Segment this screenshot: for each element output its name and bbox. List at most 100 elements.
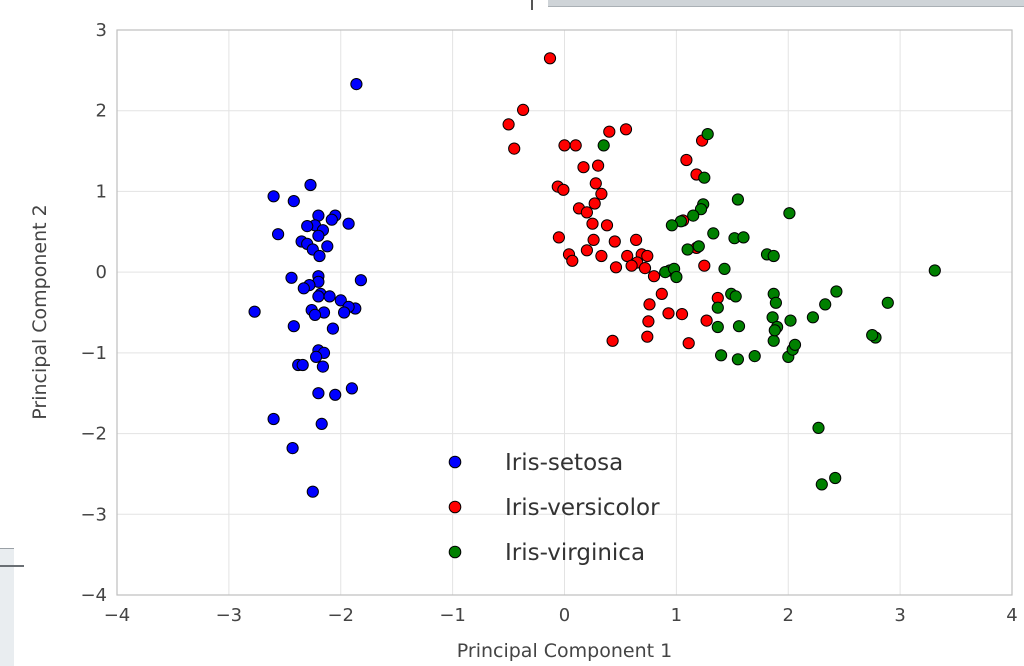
data-point bbox=[326, 322, 339, 335]
data-point bbox=[815, 478, 828, 491]
y-tick-label: 0 bbox=[96, 262, 107, 283]
data-point bbox=[315, 417, 328, 430]
data-point bbox=[681, 243, 694, 256]
data-point bbox=[715, 349, 728, 362]
data-point bbox=[606, 334, 619, 347]
data-point bbox=[731, 193, 745, 206]
data-point bbox=[595, 249, 608, 263]
data-point bbox=[248, 305, 261, 318]
data-point bbox=[732, 320, 746, 333]
x-tick-label: −2 bbox=[327, 605, 354, 626]
data-point bbox=[694, 203, 708, 216]
data-point bbox=[569, 139, 582, 152]
data-point bbox=[643, 298, 656, 311]
background-divider bbox=[0, 565, 24, 567]
data-point bbox=[675, 308, 689, 321]
data-point bbox=[737, 231, 750, 244]
data-point bbox=[881, 296, 894, 309]
y-tick-label: −1 bbox=[80, 343, 107, 364]
data-point bbox=[595, 187, 608, 200]
x-axis-label: Principal Component 1 bbox=[457, 640, 672, 662]
data-point bbox=[321, 240, 334, 253]
data-point bbox=[557, 183, 570, 196]
legend: Iris-setosa Iris-versicolor Iris-virgini… bbox=[448, 450, 660, 566]
data-point bbox=[642, 315, 655, 328]
data-point bbox=[812, 421, 825, 434]
data-point bbox=[647, 270, 661, 283]
data-point bbox=[592, 159, 605, 172]
data-point bbox=[625, 259, 638, 272]
data-point bbox=[508, 142, 521, 155]
data-point bbox=[731, 353, 745, 366]
legend-marker-versicolor bbox=[448, 500, 462, 514]
data-point bbox=[286, 442, 299, 455]
data-point bbox=[543, 52, 557, 65]
data-point bbox=[641, 249, 654, 263]
x-tick-label: 4 bbox=[1006, 605, 1017, 626]
legend-label-setosa: Iris-setosa bbox=[505, 450, 623, 476]
data-point bbox=[711, 320, 724, 334]
data-point bbox=[342, 217, 355, 230]
data-point bbox=[312, 229, 325, 242]
plot-frame bbox=[116, 29, 1013, 596]
data-point bbox=[768, 324, 781, 337]
data-point bbox=[566, 254, 579, 267]
data-point bbox=[711, 301, 724, 314]
data-point bbox=[580, 206, 594, 219]
data-point bbox=[334, 294, 347, 307]
data-point bbox=[866, 329, 879, 342]
y-tick-label: −4 bbox=[80, 585, 107, 606]
data-point bbox=[830, 285, 843, 298]
data-point bbox=[312, 290, 325, 303]
data-point bbox=[577, 161, 590, 174]
data-point bbox=[316, 360, 329, 373]
data-point bbox=[586, 217, 599, 230]
data-point bbox=[345, 382, 358, 395]
series-2 bbox=[597, 128, 941, 491]
data-point bbox=[313, 249, 326, 263]
data-point bbox=[609, 261, 623, 274]
data-point bbox=[680, 153, 693, 167]
data-point bbox=[589, 177, 602, 190]
data-point bbox=[272, 228, 285, 241]
data-point bbox=[784, 314, 797, 327]
background-panel bbox=[0, 548, 14, 666]
data-point bbox=[267, 190, 280, 203]
y-tick-label: 1 bbox=[96, 181, 107, 202]
data-point bbox=[608, 235, 621, 248]
data-point bbox=[806, 311, 820, 324]
data-point bbox=[769, 296, 783, 309]
data-point bbox=[829, 471, 842, 485]
data-point bbox=[928, 264, 941, 277]
data-point bbox=[597, 139, 610, 152]
data-point bbox=[819, 298, 832, 311]
data-point bbox=[301, 220, 314, 233]
data-point bbox=[350, 78, 363, 91]
x-tick-label: 3 bbox=[894, 605, 905, 626]
data-point bbox=[502, 118, 515, 131]
data-point bbox=[698, 171, 711, 184]
x-tick-label: 0 bbox=[559, 605, 570, 626]
grid bbox=[117, 30, 1012, 595]
data-point bbox=[600, 219, 614, 232]
data-point bbox=[329, 388, 342, 401]
legend-marker-setosa bbox=[448, 455, 462, 469]
data-point bbox=[641, 330, 654, 343]
data-point bbox=[748, 350, 761, 363]
background-window-tick bbox=[531, 0, 533, 10]
data-point bbox=[296, 358, 309, 372]
legend-label-virginica: Iris-virginica bbox=[505, 540, 645, 566]
data-point bbox=[587, 233, 600, 246]
y-tick-label: −2 bbox=[80, 424, 107, 445]
data-point bbox=[707, 227, 720, 240]
data-point bbox=[692, 240, 705, 253]
series-0 bbox=[248, 78, 367, 498]
y-tick-label: 3 bbox=[96, 20, 107, 41]
data-point bbox=[552, 231, 566, 244]
background-window-edge bbox=[548, 0, 1024, 7]
data-point bbox=[638, 262, 652, 275]
legend-marker-virginica bbox=[448, 545, 462, 559]
legend-item-setosa: Iris-setosa bbox=[448, 450, 623, 476]
data-point bbox=[325, 213, 338, 226]
